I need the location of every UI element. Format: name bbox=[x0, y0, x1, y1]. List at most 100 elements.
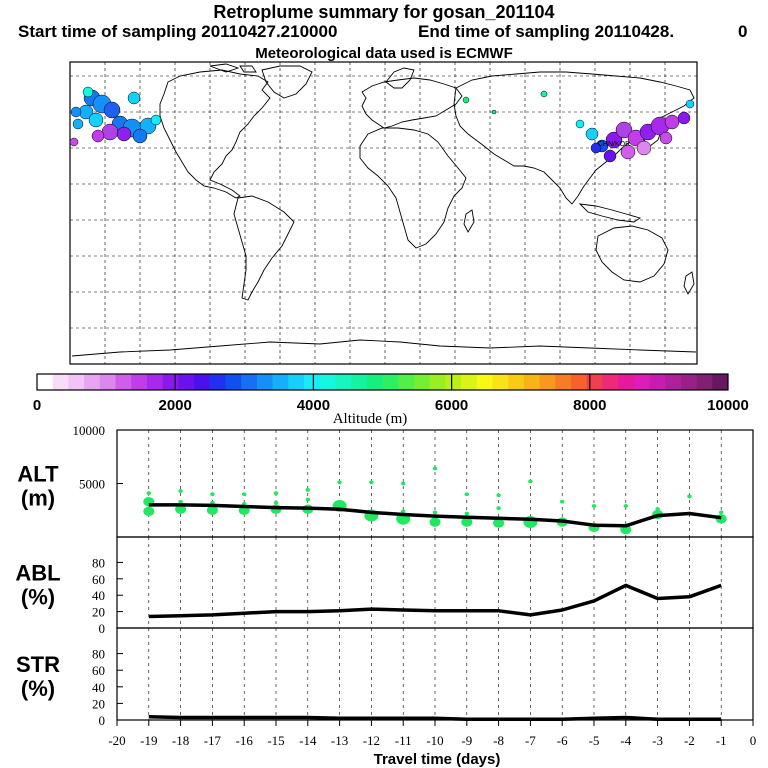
scatter-point bbox=[337, 480, 342, 485]
map-graticule bbox=[70, 62, 697, 364]
particle-blob bbox=[69, 137, 79, 147]
end-time-suffix: 0 bbox=[738, 22, 748, 41]
scatter-point bbox=[146, 491, 151, 495]
colorbar-tick-label: 6000 bbox=[435, 397, 468, 414]
panel-ytick-label: 60 bbox=[92, 572, 105, 587]
colorbar-swatch bbox=[461, 374, 478, 390]
x-tick-label: -1 bbox=[716, 733, 727, 748]
scatter-point bbox=[496, 493, 501, 498]
particle-blob bbox=[91, 129, 105, 143]
colorbar-tick-label: 8000 bbox=[573, 397, 606, 414]
colorbar-swatch bbox=[649, 374, 666, 390]
x-tick-label: -18 bbox=[172, 733, 189, 748]
scatter-point bbox=[210, 492, 215, 497]
particle-blob bbox=[491, 109, 497, 115]
x-tick-label: -3 bbox=[652, 733, 663, 748]
panel-ytick-label: 0 bbox=[99, 713, 106, 728]
panel-label-abl: ABL bbox=[15, 561, 60, 586]
colorbar-swatch bbox=[68, 374, 85, 390]
colorbar-swatch bbox=[209, 374, 226, 390]
particle-blob bbox=[150, 114, 162, 126]
colorbar-tick-label: 2000 bbox=[159, 397, 192, 414]
colorbar-swatch bbox=[303, 374, 321, 390]
panel-alt: 10000 5000 ALT(m) bbox=[17, 423, 754, 538]
particle-blob bbox=[685, 99, 695, 109]
x-tick-label: -13 bbox=[331, 733, 348, 748]
colorbar-swatch bbox=[413, 374, 431, 390]
particle-blob bbox=[462, 96, 470, 104]
meteo-label: Meteorological data used is ECMWF bbox=[255, 45, 513, 62]
scatter-point bbox=[464, 511, 469, 516]
colorbar-swatch bbox=[476, 374, 493, 390]
series-line-abl bbox=[148, 583, 722, 619]
panel-label-str: STR bbox=[16, 652, 60, 677]
scatter-point bbox=[273, 491, 279, 495]
scatter-point bbox=[464, 492, 469, 497]
colorbar-frame bbox=[36, 373, 729, 391]
particle-blob bbox=[101, 123, 119, 141]
colorbar-swatch bbox=[665, 374, 682, 390]
x-tick-label: -12 bbox=[363, 733, 380, 748]
coast-australia bbox=[595, 225, 669, 283]
scatter-point bbox=[528, 479, 533, 484]
coast-south-america bbox=[233, 195, 295, 301]
particle-blob bbox=[620, 144, 636, 160]
colorbar-swatch bbox=[272, 374, 289, 390]
colorbar-swatch bbox=[602, 374, 619, 390]
x-tick-label: -9 bbox=[461, 733, 472, 748]
cluster-label: CHN/KOR bbox=[598, 141, 630, 148]
colorbar-swatch bbox=[633, 374, 650, 390]
colorbar: 0 2000 4000 6000 8000 10000 Altitude (m) bbox=[33, 373, 749, 427]
time-series-panels: 100005000ALT(m)806040200ABL(%)806040200S… bbox=[15, 423, 756, 768]
x-tick-label: -8 bbox=[493, 733, 504, 748]
start-time-label: Start time of sampling 20110427.210000 bbox=[18, 22, 338, 41]
coast-scandinavia bbox=[385, 67, 415, 89]
particle-blob bbox=[116, 126, 132, 142]
colorbar-swatch bbox=[194, 374, 211, 390]
scatter-point bbox=[143, 506, 155, 516]
x-axis: -20 -19 -18 -17 -16 -15 -14 -13 -12 -11 -10 -9 -8 -7-… bbox=[108, 720, 756, 768]
panel-ytick-label: 80 bbox=[92, 555, 105, 570]
scatter-point bbox=[305, 488, 310, 492]
scatter-point bbox=[273, 500, 279, 505]
colorbar-swatch bbox=[429, 374, 446, 390]
scatter-point bbox=[687, 494, 692, 499]
particle-blob bbox=[540, 90, 548, 98]
scatter-point bbox=[206, 505, 218, 515]
colorbar-swatch bbox=[84, 374, 101, 390]
end-time-label: End time of sampling 20110428. bbox=[418, 22, 675, 41]
colorbar-swatch bbox=[351, 374, 368, 390]
particle-blob bbox=[603, 149, 617, 163]
particle-blob bbox=[70, 106, 82, 118]
colorbar-swatch bbox=[241, 374, 258, 390]
scatter-point bbox=[432, 466, 438, 471]
panel-ytick-label: 40 bbox=[92, 680, 105, 695]
colorbar-swatch bbox=[508, 374, 525, 390]
colorbar-swatch bbox=[539, 374, 556, 390]
colorbar-swatch bbox=[366, 374, 383, 390]
x-tick-label: -11 bbox=[395, 733, 412, 748]
panel-ytick-label: 5000 bbox=[79, 477, 105, 492]
particle-blob bbox=[664, 114, 680, 130]
scatter-point bbox=[178, 499, 183, 504]
coast-antarctica bbox=[71, 339, 697, 357]
colorbar-swatch bbox=[52, 374, 69, 390]
coast-asia bbox=[453, 71, 695, 205]
colorbar-tick-label: 10000 bbox=[707, 397, 749, 414]
x-tick-label: -14 bbox=[299, 733, 317, 748]
panel-ytick-label: 20 bbox=[92, 605, 105, 620]
particle-blob bbox=[127, 91, 141, 105]
x-tick-label: -19 bbox=[140, 733, 157, 748]
colorbar-swatch bbox=[146, 374, 164, 390]
colorbar-swatch bbox=[162, 374, 179, 390]
scatter-point bbox=[178, 489, 183, 493]
x-tick-label: -2 bbox=[684, 733, 695, 748]
colorbar-swatch bbox=[398, 374, 415, 390]
panel-ytick-label: 80 bbox=[92, 647, 105, 662]
x-tick-label: -10 bbox=[426, 733, 443, 748]
particle-clusters: CHN/KOR bbox=[69, 86, 695, 163]
colorbar-swatch bbox=[335, 374, 352, 390]
